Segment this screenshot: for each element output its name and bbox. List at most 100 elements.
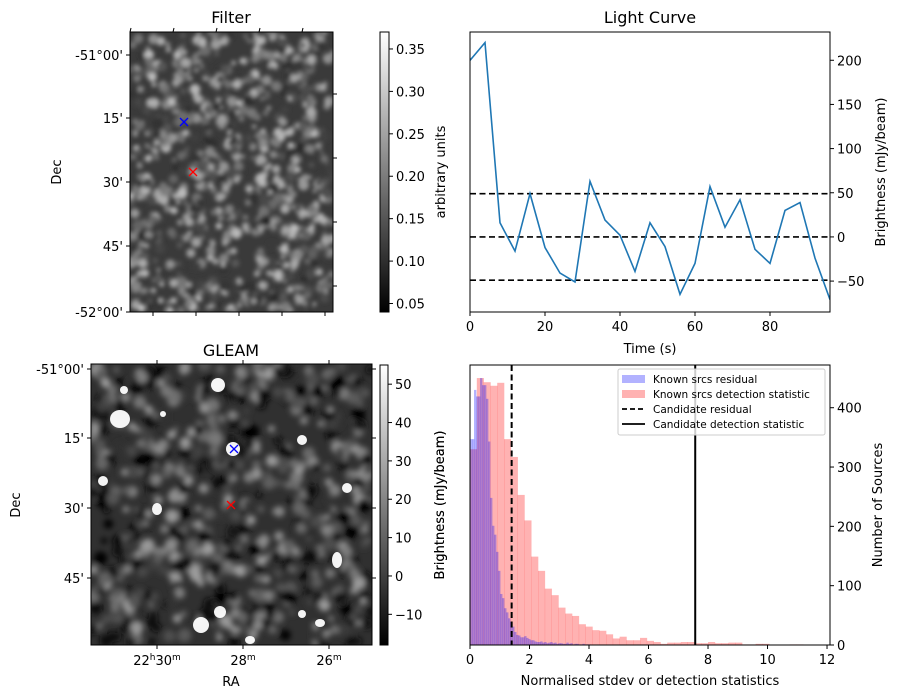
filter-ytick-label: -52°00' [75,306,123,321]
histogram-xtick-label: 8 [704,653,712,668]
gleam-xtick-label: 28m [230,653,255,669]
histogram-legend: Known srcs residual Known srcs detection … [617,368,826,436]
histogram-bar [522,637,525,645]
histogram-bar [735,642,743,645]
histogram-bar [484,385,487,645]
histogram-bar [566,642,569,645]
histogram-bar [470,449,478,645]
histogram-bar [530,640,533,645]
histogram-bar [585,626,593,645]
histogram-left-ylabel: Brightness (mJy/beam) [433,431,448,580]
histogram-bar [500,593,503,645]
legend-label: Known srcs residual [653,374,757,386]
histogram-bar [482,385,485,645]
histogram-bar [532,640,535,645]
histogram-bar [544,642,547,645]
histogram-bar [554,642,557,645]
filter-ytick-label: 30' [103,176,123,191]
histogram-bar [578,624,586,645]
gleam-colorbar-tick-label: 30 [395,455,412,470]
gleam-bright-source [226,442,240,456]
histogram-bar [762,643,770,645]
histogram-bar [483,382,491,645]
histogram-bar [514,631,517,645]
histogram-bar [490,385,498,645]
histogram-bar [660,643,668,645]
gleam-colorbar-tick-label: 0 [395,570,403,585]
histogram-xlabel: Normalised stdev or detection statistics [521,674,780,689]
histogram-bar [470,439,473,645]
gleam-title: GLEAM [203,341,259,360]
histogram-bar [550,642,553,645]
histogram-bar [551,595,559,645]
filter-colorbar-tick-label: 0.20 [396,170,425,185]
histogram-bar [502,598,505,645]
histogram-bar [531,556,539,645]
histogram-bar [538,570,546,645]
histogram-axes-frame [469,364,831,646]
lightcurve-ticks: 0 20 40 60 80 −50 0 50 100 150 200 [466,54,865,335]
histogram-bar [490,497,493,645]
filter-top-tick [172,27,175,33]
lightcurve-ytick-label: 200 [837,54,862,69]
histogram-bar [506,612,509,645]
gleam-ytick-label: 45' [64,572,84,587]
histogram-bar [526,637,529,645]
gleam-colorbar-tick-label: −10 [395,608,422,623]
histogram-bar [488,441,491,645]
gleam-bright-source [298,610,306,618]
gleam-colorbar-tick-label: 20 [395,493,412,508]
filter-colorbar-tick-label: 0.15 [396,213,425,228]
histogram-bar [640,637,648,645]
histogram-bar [667,642,675,645]
legend-label: Candidate residual [653,404,752,416]
histogram-bar [552,643,555,645]
filter-colorbar-tick-label: 0.30 [396,85,425,100]
lightcurve-ytick-label: 0 [837,231,845,246]
filter-candidate-marker [188,167,198,177]
histogram-bar [592,630,600,645]
lightcurve-ytick-label: 150 [837,98,862,113]
filter-colorbar [379,31,390,313]
histogram-xtick-label: 2 [525,653,533,668]
histogram-bar [570,643,573,645]
gleam-colorbar-tick-label: 40 [395,417,412,432]
histogram-bar [510,456,518,645]
histogram-bar [544,588,552,645]
histogram-bar [492,525,495,645]
gleam-ytick-label: -51°00' [36,363,84,378]
filter-colorbar-tick-label: 0.35 [396,43,425,58]
histogram-bar [599,630,607,645]
gleam-bright-source [160,411,166,417]
histogram-bar [558,607,566,645]
filter-ticks: -51°00' 15' 30' 45' -52°00' [75,27,337,321]
histogram-bar [524,520,532,645]
filter-panel: Filter -51°00'15'30'45'-52°00' Dec 0.050… [50,8,449,321]
histogram-bar [562,643,565,645]
filter-ytick-label: 15' [103,112,123,127]
histogram-bar [504,439,512,645]
filter-markers [179,117,198,177]
gleam-candidate-marker [226,500,236,510]
filter-ytick-label: -51°00' [75,49,123,64]
gleam-bright-source [193,617,209,633]
histogram-bar [478,396,481,645]
histogram-bar [497,382,505,645]
gleam-colorbar-tick-label: 50 [395,378,412,393]
histogram-bar [474,389,477,645]
filter-image [130,32,333,312]
histogram-xtick-label: 12 [819,653,836,668]
histogram-bar [606,634,614,645]
filter-known-source-marker [179,117,189,127]
histogram-bar [548,642,551,645]
gleam-panel: GLEAM -51°00' 15' 30' 45' 22h30m 28m 26m Dec R… [9,341,448,690]
filter-top-tick [129,27,132,33]
lightcurve-xlabel: Time (s) [623,342,677,357]
filter-ylabel: Dec [50,159,65,184]
gleam-xtick-label: 22h30m [133,653,181,669]
histogram-xtick-label: 0 [466,653,474,668]
lightcurve-panel: Light Curve 0 20 40 60 80 −50 0 50 100 150 200 Tim… [466,8,889,357]
filter-colorbar-tick-label: 0.05 [396,298,425,313]
